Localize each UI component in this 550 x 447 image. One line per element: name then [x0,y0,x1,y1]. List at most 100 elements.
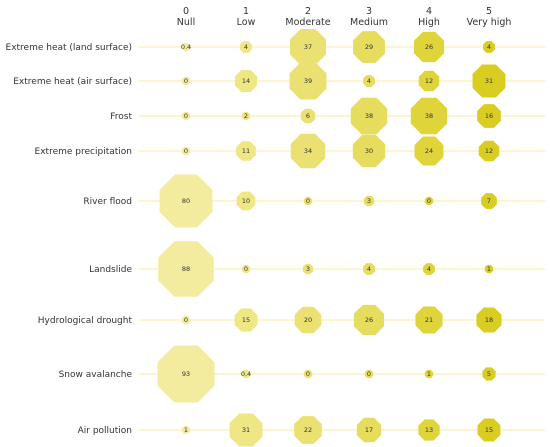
value-marker [414,136,444,166]
value-marker [363,195,375,207]
value-marker [302,263,314,275]
value-label: 0 [367,370,371,378]
value-marker [241,264,251,274]
column-label: Low [237,17,256,28]
value-label: 4 [427,265,431,273]
column-number: 5 [486,6,492,17]
value-marker [157,345,215,403]
value-marker [303,369,313,379]
row-label: Hydrological drought [38,316,133,326]
value-label: 4 [367,265,371,273]
value-label: 0 [184,147,188,155]
column-label: Moderate [285,17,330,28]
value-label: 10 [242,197,250,205]
value-marker [234,308,258,332]
value-marker [483,41,495,53]
value-marker [290,29,326,65]
row-label: Snow avalanche [59,370,133,380]
value-label: 4 [244,43,248,51]
value-marker [364,369,374,379]
value-marker [477,104,501,128]
value-marker [424,196,434,206]
column-label: Very high [467,17,512,28]
column-number: 0 [183,6,189,17]
value-label: 15 [485,426,493,434]
value-label: 1 [184,426,188,434]
value-marker [413,31,445,63]
value-label: 31 [242,426,250,434]
value-marker [289,62,327,100]
column-number: 4 [426,6,432,17]
value-label: 7 [487,197,491,205]
value-markers: 0.4 4 37 29 26 40 14 39 4 12 310 2 6 38 38 160 11 34 30 24 1… [157,29,506,447]
value-label: 13 [425,426,433,434]
value-marker [352,134,386,168]
column-number: 1 [243,6,249,17]
value-label: 11 [242,147,250,155]
value-label: 0.4 [181,43,191,51]
column-number: 2 [305,6,311,17]
value-label: 39 [304,77,312,85]
value-marker [240,41,252,53]
value-marker [418,70,440,92]
value-marker [476,307,502,333]
column-label: Null [177,17,195,28]
value-marker [181,315,191,325]
value-label: 93 [182,370,190,378]
value-marker [181,76,191,86]
value-marker [236,141,256,161]
value-label: 0 [306,370,310,378]
value-label: 4 [367,77,371,85]
value-marker [241,369,251,379]
value-label: 31 [485,77,493,85]
value-label: 38 [425,112,433,120]
value-label: 34 [304,147,312,155]
value-label: 3 [367,197,371,205]
value-marker [158,241,214,297]
value-marker [353,304,385,336]
value-marker [482,367,496,381]
value-label: 20 [304,316,312,324]
row-label: Extreme heat (air surface) [13,77,132,87]
value-label: 0 [427,197,431,205]
value-label: 0.4 [241,370,251,378]
value-label: 17 [365,426,373,434]
value-marker [234,69,258,93]
value-label: 4 [487,43,491,51]
value-label: 1 [487,265,491,273]
value-marker [478,140,500,162]
row-labels: Extreme heat (land surface) Extreme heat … [6,43,133,436]
value-label: 16 [485,112,493,120]
value-label: 21 [425,316,433,324]
value-label: 26 [365,316,373,324]
value-marker [363,263,375,275]
value-label: 0 [184,112,188,120]
value-marker [481,193,497,209]
value-label: 1 [427,370,431,378]
value-label: 26 [425,43,433,51]
value-marker [181,111,191,121]
value-label: 5 [487,370,491,378]
value-label: 30 [365,147,373,155]
value-label: 22 [304,426,312,434]
value-label: 2 [244,112,248,120]
value-label: 80 [182,197,190,205]
value-label: 15 [242,316,250,324]
value-marker [294,416,322,444]
value-marker [356,417,382,443]
row-label: Frost [110,112,132,122]
value-marker [477,418,501,442]
value-label: 0 [244,265,248,273]
column-label: Medium [350,17,388,28]
value-marker [353,31,385,63]
row-label: Extreme precipitation [35,147,132,157]
value-marker [410,97,448,135]
value-marker [472,64,506,98]
row-label: Air pollution [78,426,132,436]
value-marker [294,306,322,334]
value-marker [181,425,191,435]
value-marker [181,146,191,156]
value-label: 14 [242,77,250,85]
value-label: 0 [184,316,188,324]
